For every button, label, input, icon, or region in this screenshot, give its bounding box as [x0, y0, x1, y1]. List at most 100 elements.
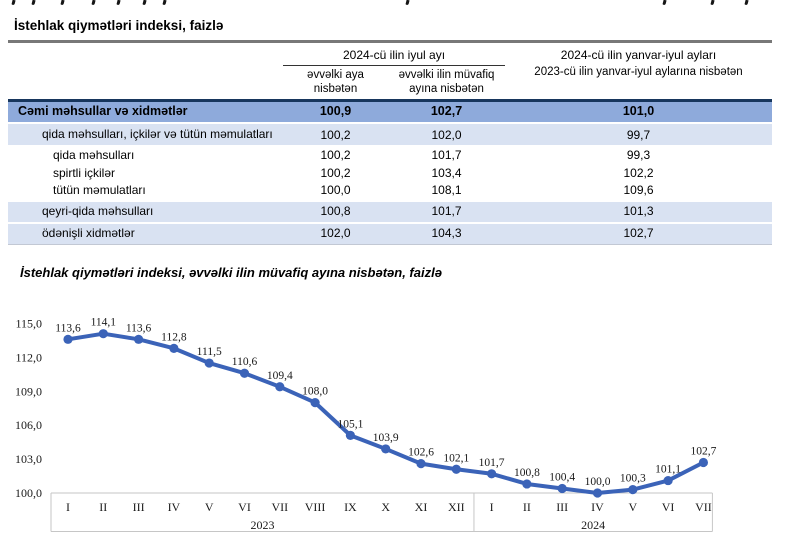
month-tick-label: VII — [695, 500, 712, 514]
header-col-prev-month: əvvəlki aya nisbətən — [307, 69, 364, 95]
data-point-marker — [451, 464, 461, 474]
month-tick-label: VIII — [305, 500, 326, 514]
row-value: 102,0 — [431, 128, 462, 142]
row-value: 101,3 — [623, 203, 654, 218]
data-point-label: 102,1 — [443, 452, 469, 464]
data-point-marker — [416, 459, 426, 469]
table-row: qeyri-qida məhsulları 100,8 101,7 101,3 — [8, 201, 772, 222]
header-group-july-label: 2024-cü ilin iyul ayı — [283, 46, 505, 66]
row-value: 101,7 — [431, 203, 462, 218]
table-row: qida məhsulları 100,2 101,7 99,3 — [8, 147, 772, 165]
month-tick-label: III — [133, 500, 145, 514]
table-row: qida məhsulları, içkilər və tütün məmula… — [8, 124, 772, 145]
row-value: 99,7 — [626, 128, 651, 142]
row-label: spirtli içkilər — [53, 165, 116, 180]
month-tick-label: IV — [168, 500, 181, 514]
month-tick-label: VI — [238, 500, 251, 514]
month-tick-label: VII — [271, 500, 288, 514]
y-tick-label: 109,0 — [15, 384, 42, 398]
data-point-marker — [204, 358, 214, 368]
table-header: 2024-cü ilin iyul ayı əvvəlki aya nisbət… — [8, 43, 772, 96]
row-value: 104,3 — [431, 225, 462, 240]
data-point-label: 101,1 — [655, 464, 681, 476]
data-point-marker — [169, 343, 179, 353]
row-value: 99,3 — [626, 148, 651, 162]
data-point-marker — [98, 329, 108, 339]
month-tick-label: II — [523, 500, 531, 514]
data-point-label: 108,0 — [302, 386, 328, 398]
row-value: 100,9 — [319, 104, 352, 118]
month-tick-label: XII — [448, 500, 465, 514]
data-point-label: 105,1 — [337, 418, 363, 430]
row-value: 100,2 — [320, 128, 351, 142]
row-value: 108,1 — [431, 183, 462, 197]
data-point-label: 113,6 — [126, 322, 152, 334]
table-body: Cəmi məhsullar və xidmətlər 100,9 102,7 … — [8, 99, 772, 245]
cpi-table: İstehlak qiymətləri indeksi, faizlə 2024… — [8, 16, 772, 245]
table-row-total: Cəmi məhsullar və xidmətlər 100,9 102,7 … — [8, 99, 772, 122]
data-point-marker — [522, 479, 532, 489]
month-tick-label: VI — [662, 500, 675, 514]
row-value: 102,0 — [320, 225, 351, 240]
row-label: qida məhsulları — [53, 148, 135, 162]
data-point-marker — [663, 475, 673, 486]
data-point-marker — [275, 382, 285, 392]
row-value: 100,0 — [320, 183, 351, 197]
data-point-label: 102,6 — [408, 447, 434, 459]
y-tick-label: 112,0 — [15, 350, 42, 364]
row-value: 102,7 — [430, 104, 463, 118]
y-tick-label: 103,0 — [15, 452, 42, 466]
table-row: ödənişli xidmətlər 102,0 104,3 102,7 — [8, 223, 772, 244]
header-subrow: əvvəlki aya nisbətən əvvəlki ilin müvafi… — [283, 66, 505, 96]
data-point-label: 111,5 — [197, 346, 222, 358]
data-point-marker — [592, 488, 603, 498]
month-tick-label: X — [381, 500, 390, 514]
table-title: İstehlak qiymətləri indeksi, faizlə — [8, 16, 772, 43]
header-col-jan-july: 2024-cü ilin yanvar-iyul ayları 2023-cü … — [505, 46, 772, 80]
year-label: 2024 — [581, 518, 605, 532]
row-label: qida məhsulları, içkilər və tütün məmula… — [42, 127, 273, 141]
data-point-marker — [63, 334, 73, 344]
data-point-label: 103,9 — [373, 432, 399, 444]
data-point-label: 113,6 — [55, 322, 81, 334]
month-tick-label: IV — [591, 500, 604, 514]
row-label: ödənişli xidmətlər — [42, 225, 135, 240]
cpi-series-line — [66, 331, 706, 495]
data-point-label: 100,4 — [549, 471, 575, 483]
month-tick-label: I — [490, 500, 494, 514]
y-tick-label: 106,0 — [15, 418, 42, 432]
row-label: tütün məmulatları — [53, 183, 146, 197]
row-value: 103,4 — [431, 165, 462, 180]
chart-title: İstehlak qiymətləri indeksi, əvvəlki ili… — [20, 265, 442, 280]
year-label: 2023 — [250, 518, 274, 532]
month-tick-label: IX — [344, 500, 357, 514]
header-jan-july-line2: 2023-cü ilin yanvar-iyul aylarına nisbət… — [534, 66, 743, 78]
data-point-label: 109,4 — [267, 370, 293, 382]
header-group-july: 2024-cü ilin iyul ayı əvvəlki aya nisbət… — [283, 46, 505, 96]
row-label: qeyri-qida məhsulları — [42, 203, 154, 218]
data-point-label: 100,3 — [620, 473, 646, 485]
data-point-marker — [345, 430, 355, 440]
month-tick-label: V — [205, 500, 214, 514]
row-value: 102,2 — [623, 165, 654, 180]
header-col-prev-year-month: əvvəlki ilin müvafiq ayına nisbətən — [398, 69, 495, 95]
data-point-marker — [487, 469, 497, 479]
data-point-marker — [628, 485, 638, 495]
month-tick-label: XI — [415, 500, 428, 514]
row-value: 109,6 — [623, 183, 654, 197]
table-row: tütün məmulatları 100,0 108,1 109,6 — [8, 182, 772, 200]
data-point-label: 100,8 — [514, 467, 540, 479]
row-label: Cəmi məhsullar və xidmətlər — [18, 104, 188, 118]
month-tick-label: II — [99, 500, 107, 514]
row-value: 100,8 — [320, 203, 351, 218]
data-point-label: 110,6 — [232, 356, 258, 368]
row-value: 100,2 — [320, 148, 351, 162]
data-point-label: 114,1 — [91, 317, 117, 329]
y-tick-label: 115,0 — [15, 317, 42, 331]
data-point-marker — [134, 334, 144, 344]
header-jan-july-line1: 2024-cü ilin yanvar-iyul ayları — [560, 48, 717, 62]
data-point-label: 112,8 — [161, 331, 187, 343]
data-point-marker — [557, 483, 567, 494]
data-point-marker — [381, 444, 391, 454]
